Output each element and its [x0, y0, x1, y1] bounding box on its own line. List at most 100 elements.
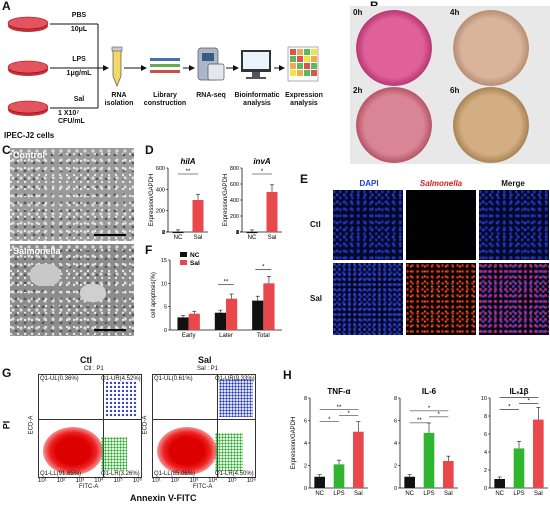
tube-icon [111, 46, 123, 87]
treatment-sal: Sal [73, 96, 85, 103]
bar-Sal-Total [263, 283, 275, 330]
x-tick-label: Sal [444, 491, 453, 497]
legend-label-NC: NC [190, 252, 200, 259]
scale-bar [94, 234, 126, 236]
y-tick-label: 800 [230, 166, 239, 172]
significance-mark: * [428, 406, 431, 412]
y-tick-label: 1 [236, 230, 239, 236]
bar-NC [246, 231, 258, 234]
y-tick-label: 0 [304, 486, 307, 492]
population-lr [215, 433, 243, 471]
y-tick-label: 10 [161, 281, 167, 287]
significance-mark: ** [417, 418, 422, 424]
y-axis-label: cell apoptosis(%) [151, 272, 157, 318]
quadrant-ul-ctl: Q1-UL(0.36%) [40, 376, 79, 382]
heatmap-icon [287, 46, 319, 82]
panel-f-chart: 0 5 10 15 Early Later Total cell apoptosis(%) NC… [140, 246, 300, 346]
step-expression: Expression analysis [285, 92, 323, 107]
y-tick-label: 8 [304, 396, 307, 402]
step-rna-isolation: RNA isolation [104, 92, 134, 107]
quadrant-lr-sal: Q1-LR(4.50%) [215, 471, 254, 477]
axis-y-sal: ECD-A [142, 415, 149, 435]
dose-lps: 1μg/mL [66, 70, 92, 77]
flow-plot-sal: Q1-UL(0.61%) Q1-UR(9.33%) Q1-LL(85.06%) … [138, 372, 258, 494]
y-axis-label: Expression/GAPDH [149, 174, 155, 227]
significance-mark: * [437, 412, 440, 418]
bar-NC [494, 479, 505, 488]
y-tick-label: 0 [236, 230, 239, 236]
population-ur [105, 381, 137, 417]
legend-swatch-NC [180, 252, 187, 257]
scale-bar [94, 329, 126, 331]
bar-Sal [353, 431, 364, 488]
y-tick-label: 4 [304, 441, 307, 447]
significance-mark: * [328, 417, 331, 423]
y-tick-label: 600 [230, 182, 239, 188]
y-tick-label: 10 [481, 396, 487, 402]
y-tick-label: 0 [162, 230, 165, 236]
significance-mark: * [347, 411, 350, 417]
bar-NC [404, 476, 415, 488]
culture-dish-icon-3 [7, 100, 49, 116]
bar-NC [172, 231, 184, 234]
panel-b-dishes: 0h 4h 2h 6h [350, 6, 550, 164]
significance-mark: ** [517, 393, 522, 399]
time-0h: 0h [353, 8, 363, 17]
bar-Sal [443, 461, 454, 488]
panel-label-a: A [2, 0, 11, 13]
bar-LPS [423, 432, 435, 488]
population-ll [43, 427, 103, 475]
y-tick-label: 0 [484, 486, 487, 492]
x-tick-label: Sal [268, 235, 277, 241]
axis-y-ctl: ECD-A [28, 415, 35, 435]
step-rna-seq: RNA-seq [196, 92, 226, 99]
bar-Sal-Later [226, 298, 238, 330]
column-salmonella: Salmonella [419, 179, 463, 188]
workflow-diagram [7, 16, 319, 116]
x-tick-label: NC [495, 491, 504, 497]
x-tick-label: NC [315, 491, 324, 497]
y-tick-label: 2 [236, 230, 239, 236]
significance-mark: * [527, 399, 530, 405]
computer-icon [241, 50, 271, 79]
y-axis-label: Expression/GAPDH [291, 417, 297, 470]
x-tick-label: Sal [194, 235, 203, 241]
sequencer-icon [197, 47, 225, 81]
panel-label-g: G [2, 366, 12, 380]
quadrant-ll-ctl: Q1-LL(91.85%) [40, 471, 82, 477]
significance-mark: * [508, 405, 511, 411]
flow-subtitle-ctl: Ctl : P1 [84, 366, 104, 372]
image-ctl-dapi [333, 190, 403, 260]
y-tick-label: 6 [484, 432, 487, 438]
x-tick-label: Later [219, 333, 233, 339]
chart-title: hilA [180, 157, 195, 166]
y-tick-label: 8 [484, 414, 487, 420]
x-tick-label: Early [182, 333, 196, 339]
population-ur [219, 379, 253, 417]
x-tick-label: NC [174, 235, 183, 241]
x-tick-label: Sal [354, 491, 363, 497]
axis-x-sal: FITC-A [193, 484, 213, 490]
y-tick-label: 8 [394, 396, 397, 402]
dish-4h [453, 10, 529, 86]
significance-mark: ** [224, 280, 229, 286]
flow-ylabel: PI [1, 420, 12, 430]
bar-NC [314, 476, 325, 488]
image-sal-dapi [333, 263, 403, 335]
y-tick-label: 4 [394, 441, 397, 447]
flow-plot-ctl: Q1-UL(0.36%) Q1-UR(4.52%) Q1-LL(91.85%) … [24, 372, 144, 494]
x-tick-label: Sal [534, 491, 543, 497]
flow-plot-area-sal: Q1-UL(0.61%) Q1-UR(9.33%) Q1-LL(85.06%) … [152, 374, 256, 478]
quadrant-lr-ctl: Q1-LR(3.26%) [101, 471, 140, 477]
legend-label-Sal: Sal [190, 260, 200, 267]
y-tick-label: 400 [156, 187, 165, 193]
y-tick-label: 5 [164, 305, 167, 311]
y-tick-label: 6 [304, 419, 307, 425]
legend-swatch-Sal [180, 260, 187, 265]
panel-h-charts: 0 2 4 6 8 NC LPS Sal TNF-α Expression/GAPDH * * ** 0 2… [280, 380, 550, 508]
bar-Sal-Early [188, 313, 200, 330]
panel-d-charts: 0 1 2 200 400 600 NC Sal hilA Expression/GAPDH 0 1 2… [140, 148, 290, 244]
y-tick-label: 0 [394, 486, 397, 492]
panel-label-c: C [2, 143, 11, 157]
